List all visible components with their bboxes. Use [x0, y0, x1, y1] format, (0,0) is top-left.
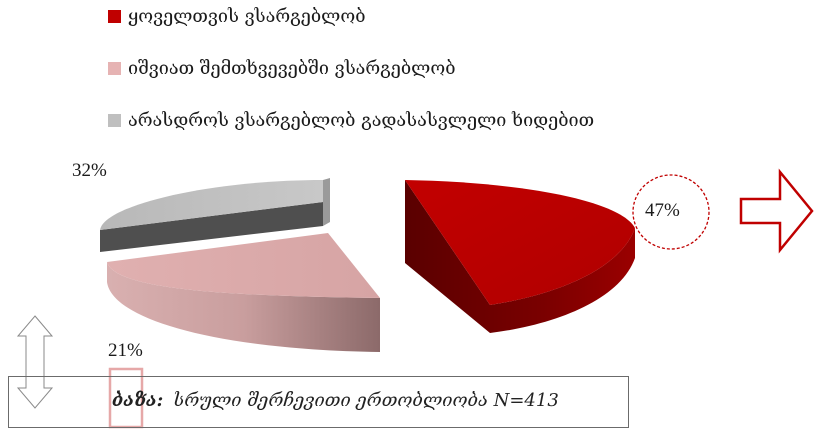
- slice-red-top: [405, 180, 635, 305]
- right-arrow-icon: [739, 168, 814, 254]
- base-note: ბაზა: სრული შერჩევითი ერთობლიობა N=413: [112, 390, 559, 411]
- legend-swatch-red: [108, 9, 121, 23]
- highlight-circle: [632, 174, 710, 250]
- base-box: [8, 376, 629, 428]
- data-label-gray: 32%: [72, 160, 107, 181]
- legend-swatch-pink: [108, 61, 121, 75]
- legend-item: ყოველთვის ვსარგებლობ: [108, 4, 594, 28]
- base-label: ბაზა:: [112, 390, 164, 411]
- legend-label: ყოველთვის ვსარგებლობ: [128, 5, 366, 27]
- slice-red-side: [405, 180, 635, 333]
- slice-red: [405, 180, 635, 333]
- slice-pink: [107, 233, 380, 352]
- base-value: სრული შერჩევითი ერთობლიობა N=413: [173, 390, 559, 411]
- legend-item: არასდროს ვსარგებლობ გადასასვლელი ხიდებით: [108, 108, 594, 132]
- slice-gray: [100, 178, 330, 252]
- slice-gray-side: [100, 202, 323, 252]
- slice-gray-front: [323, 178, 330, 226]
- legend-label: არასდროს ვსარგებლობ გადასასვლელი ხიდებით: [128, 109, 595, 131]
- data-label-pink: 21%: [108, 340, 143, 361]
- legend-swatch-gray: [108, 113, 121, 127]
- slice-pink-top: [107, 233, 380, 298]
- up-down-arrow-icon: [16, 315, 54, 409]
- slice-gray-top: [100, 180, 323, 230]
- slice-pink-side: [107, 262, 380, 352]
- legend-label: იშვიათ შემთხვევებში ვსარგებლობ: [128, 57, 456, 79]
- legend: ყოველთვის ვსარგებლობ იშვიათ შემთხვევებში…: [108, 4, 594, 160]
- data-label-red: 47%: [645, 200, 680, 221]
- legend-item: იშვიათ შემთხვევებში ვსარგებლობ: [108, 56, 594, 80]
